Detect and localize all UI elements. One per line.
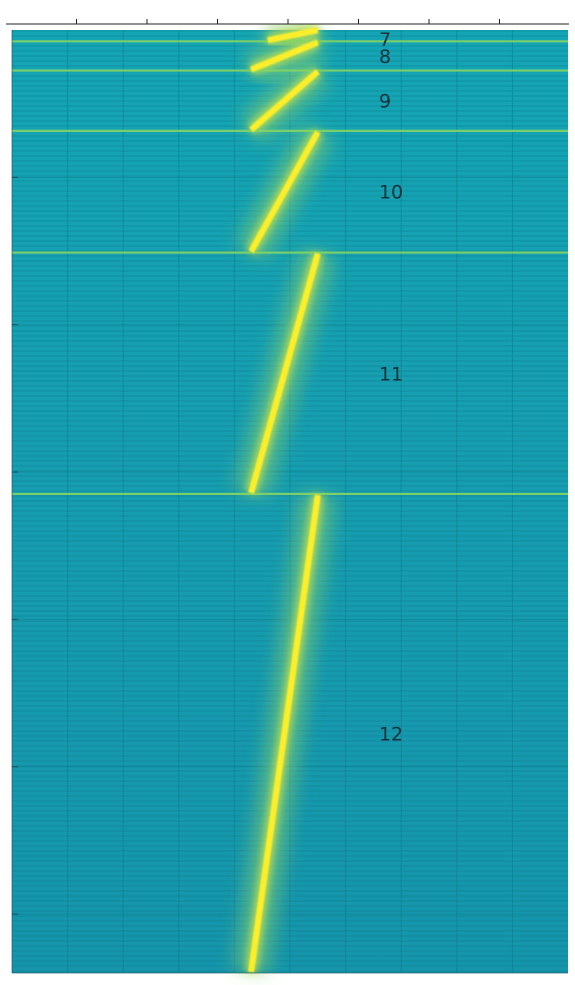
ridge-line (249, 39, 319, 73)
segment-label: 9 (379, 91, 391, 113)
ridge-line (248, 494, 321, 973)
segment-label: 11 (379, 363, 403, 385)
segment-labels: 78 9 10 11 12 (379, 29, 403, 745)
ridge-lines (189, 27, 379, 973)
left-axis-ticks (11, 30, 568, 974)
segment-label: 10 (379, 182, 403, 204)
segment-label: 12 (379, 723, 403, 745)
ridge-line (249, 69, 320, 133)
ridge-line (267, 27, 319, 44)
segment-label: 7 (379, 29, 391, 51)
segment-label: 8 (379, 46, 391, 68)
ridge-line (248, 252, 321, 494)
ridge-line (248, 130, 321, 254)
plot-area: 78 9 10 11 12 (11, 13, 568, 975)
